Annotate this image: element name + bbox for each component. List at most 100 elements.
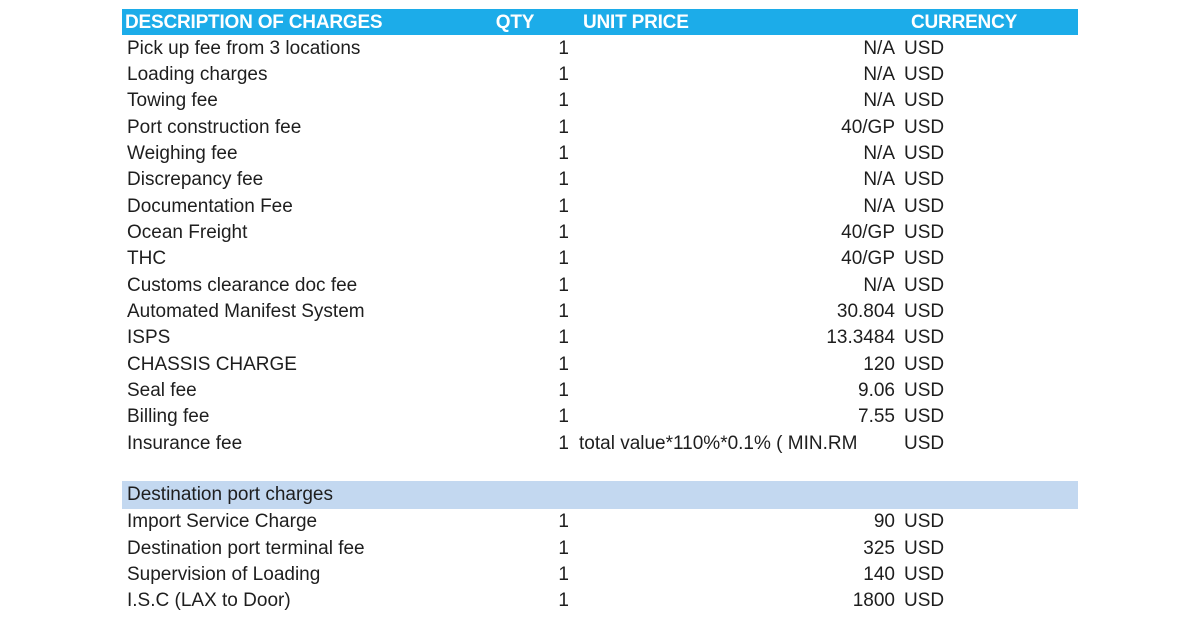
currency-cell: USD xyxy=(904,328,945,348)
description-cell: Automated Manifest System xyxy=(127,302,365,322)
description-cell: Seal fee xyxy=(127,381,197,401)
currency-cell: USD xyxy=(904,65,945,85)
description-cell: Loading charges xyxy=(127,65,268,85)
description-cell: THC xyxy=(127,249,167,269)
currency-cell: USD xyxy=(904,564,945,584)
qty-cell: 1 xyxy=(558,65,569,85)
description-cell: Destination port terminal fee xyxy=(127,538,365,558)
section-label: Destination port charges xyxy=(127,483,333,505)
column-header-qty: QTY xyxy=(495,12,535,32)
description-cell: Towing fee xyxy=(127,91,218,111)
table-row: Billing fee 1 7.55 USD xyxy=(122,404,1078,430)
description-cell: ISPS xyxy=(127,328,171,348)
currency-cell: USD xyxy=(904,38,945,58)
currency-cell: USD xyxy=(904,117,945,137)
unit-price-cell: N/A xyxy=(863,144,895,164)
table-row: CHASSIS CHARGE 1 120 USD xyxy=(122,351,1078,377)
qty-cell: 1 xyxy=(558,223,569,243)
currency-cell: USD xyxy=(904,223,945,243)
description-cell: Ocean Freight xyxy=(127,223,248,243)
table-row: Ocean Freight 1 40/GP USD xyxy=(122,219,1078,245)
qty-cell: 1 xyxy=(558,170,569,190)
table-row: Seal fee 1 9.06 USD xyxy=(122,377,1078,403)
table-spacer xyxy=(122,457,1078,481)
currency-cell: USD xyxy=(904,407,945,427)
currency-cell: USD xyxy=(904,591,945,611)
unit-price-cell: total value*110%*0.1% ( MIN.RM xyxy=(579,433,858,453)
currency-cell: USD xyxy=(904,144,945,164)
currency-cell: USD xyxy=(904,249,945,269)
unit-price-cell: 140 xyxy=(863,564,895,584)
qty-cell: 1 xyxy=(558,328,569,348)
unit-price-cell: N/A xyxy=(863,91,895,111)
qty-cell: 1 xyxy=(558,249,569,269)
column-header-currency: CURRENCY xyxy=(911,12,1018,32)
origin-charges-rows: Pick up fee from 3 locations 1 N/A USD L… xyxy=(122,35,1078,457)
description-cell: Billing fee xyxy=(127,407,210,427)
table-row: Import Service Charge 1 90 USD xyxy=(122,509,1078,535)
table-row: Loading charges 1 N/A USD xyxy=(122,61,1078,87)
currency-cell: USD xyxy=(904,538,945,558)
unit-price-cell: 40/GP xyxy=(841,223,895,243)
unit-price-cell: N/A xyxy=(863,170,895,190)
table-row: ISPS 1 13.3484 USD xyxy=(122,325,1078,351)
table-row: Port construction fee 1 40/GP USD xyxy=(122,114,1078,140)
table-row: I.S.C (LAX to Door) 1 1800 USD xyxy=(122,588,1078,614)
table-row: Towing fee 1 N/A USD xyxy=(122,88,1078,114)
charges-table: DESCRIPTION OF CHARGES QTY UNIT PRICE CU… xyxy=(122,9,1078,614)
description-cell: Insurance fee xyxy=(127,433,243,453)
description-cell: Discrepancy fee xyxy=(127,170,264,190)
column-header-description: DESCRIPTION OF CHARGES xyxy=(125,12,383,32)
qty-cell: 1 xyxy=(558,117,569,137)
unit-price-cell: 40/GP xyxy=(841,249,895,269)
unit-price-cell: 40/GP xyxy=(841,117,895,137)
currency-cell: USD xyxy=(904,275,945,295)
qty-cell: 1 xyxy=(558,381,569,401)
description-cell: I.S.C (LAX to Door) xyxy=(127,591,291,611)
table-row: Supervision of Loading 1 140 USD xyxy=(122,561,1078,587)
currency-cell: USD xyxy=(904,433,945,453)
table-row: Discrepancy fee 1 N/A USD xyxy=(122,167,1078,193)
unit-price-cell: N/A xyxy=(863,196,895,216)
table-row: Insurance fee 1 total value*110%*0.1% ( … xyxy=(122,430,1078,456)
unit-price-cell: 9.06 xyxy=(858,381,895,401)
description-cell: CHASSIS CHARGE xyxy=(127,354,297,374)
unit-price-cell: 13.3484 xyxy=(826,328,895,348)
table-row: Customs clearance doc fee 1 N/A USD xyxy=(122,272,1078,298)
unit-price-cell: 90 xyxy=(873,512,895,532)
table-row: Pick up fee from 3 locations 1 N/A USD xyxy=(122,35,1078,61)
currency-cell: USD xyxy=(904,91,945,111)
qty-cell: 1 xyxy=(558,591,569,611)
unit-price-cell: N/A xyxy=(863,275,895,295)
qty-cell: 1 xyxy=(558,302,569,322)
table-row: Documentation Fee 1 N/A USD xyxy=(122,193,1078,219)
qty-cell: 1 xyxy=(558,91,569,111)
description-cell: Weighing fee xyxy=(127,144,238,164)
unit-price-cell: N/A xyxy=(863,65,895,85)
qty-cell: 1 xyxy=(558,275,569,295)
description-cell: Port construction fee xyxy=(127,117,302,137)
unit-price-cell: 7.55 xyxy=(858,407,895,427)
table-row: THC 1 40/GP USD xyxy=(122,246,1078,272)
qty-cell: 1 xyxy=(558,196,569,216)
qty-cell: 1 xyxy=(558,433,569,453)
description-cell: Import Service Charge xyxy=(127,512,318,532)
qty-cell: 1 xyxy=(558,407,569,427)
destination-charges-rows: Import Service Charge 1 90 USD Destinati… xyxy=(122,509,1078,614)
qty-cell: 1 xyxy=(558,512,569,532)
table-row: Automated Manifest System 1 30.804 USD xyxy=(122,298,1078,324)
currency-cell: USD xyxy=(904,196,945,216)
qty-cell: 1 xyxy=(558,354,569,374)
qty-cell: 1 xyxy=(558,564,569,584)
unit-price-cell: N/A xyxy=(863,38,895,58)
unit-price-cell: 30.804 xyxy=(836,302,895,322)
qty-cell: 1 xyxy=(558,538,569,558)
currency-cell: USD xyxy=(904,381,945,401)
description-cell: Documentation Fee xyxy=(127,196,293,216)
unit-price-cell: 1800 xyxy=(852,591,895,611)
description-cell: Supervision of Loading xyxy=(127,564,321,584)
unit-price-cell: 120 xyxy=(863,354,895,374)
description-cell: Customs clearance doc fee xyxy=(127,275,358,295)
qty-cell: 1 xyxy=(558,144,569,164)
